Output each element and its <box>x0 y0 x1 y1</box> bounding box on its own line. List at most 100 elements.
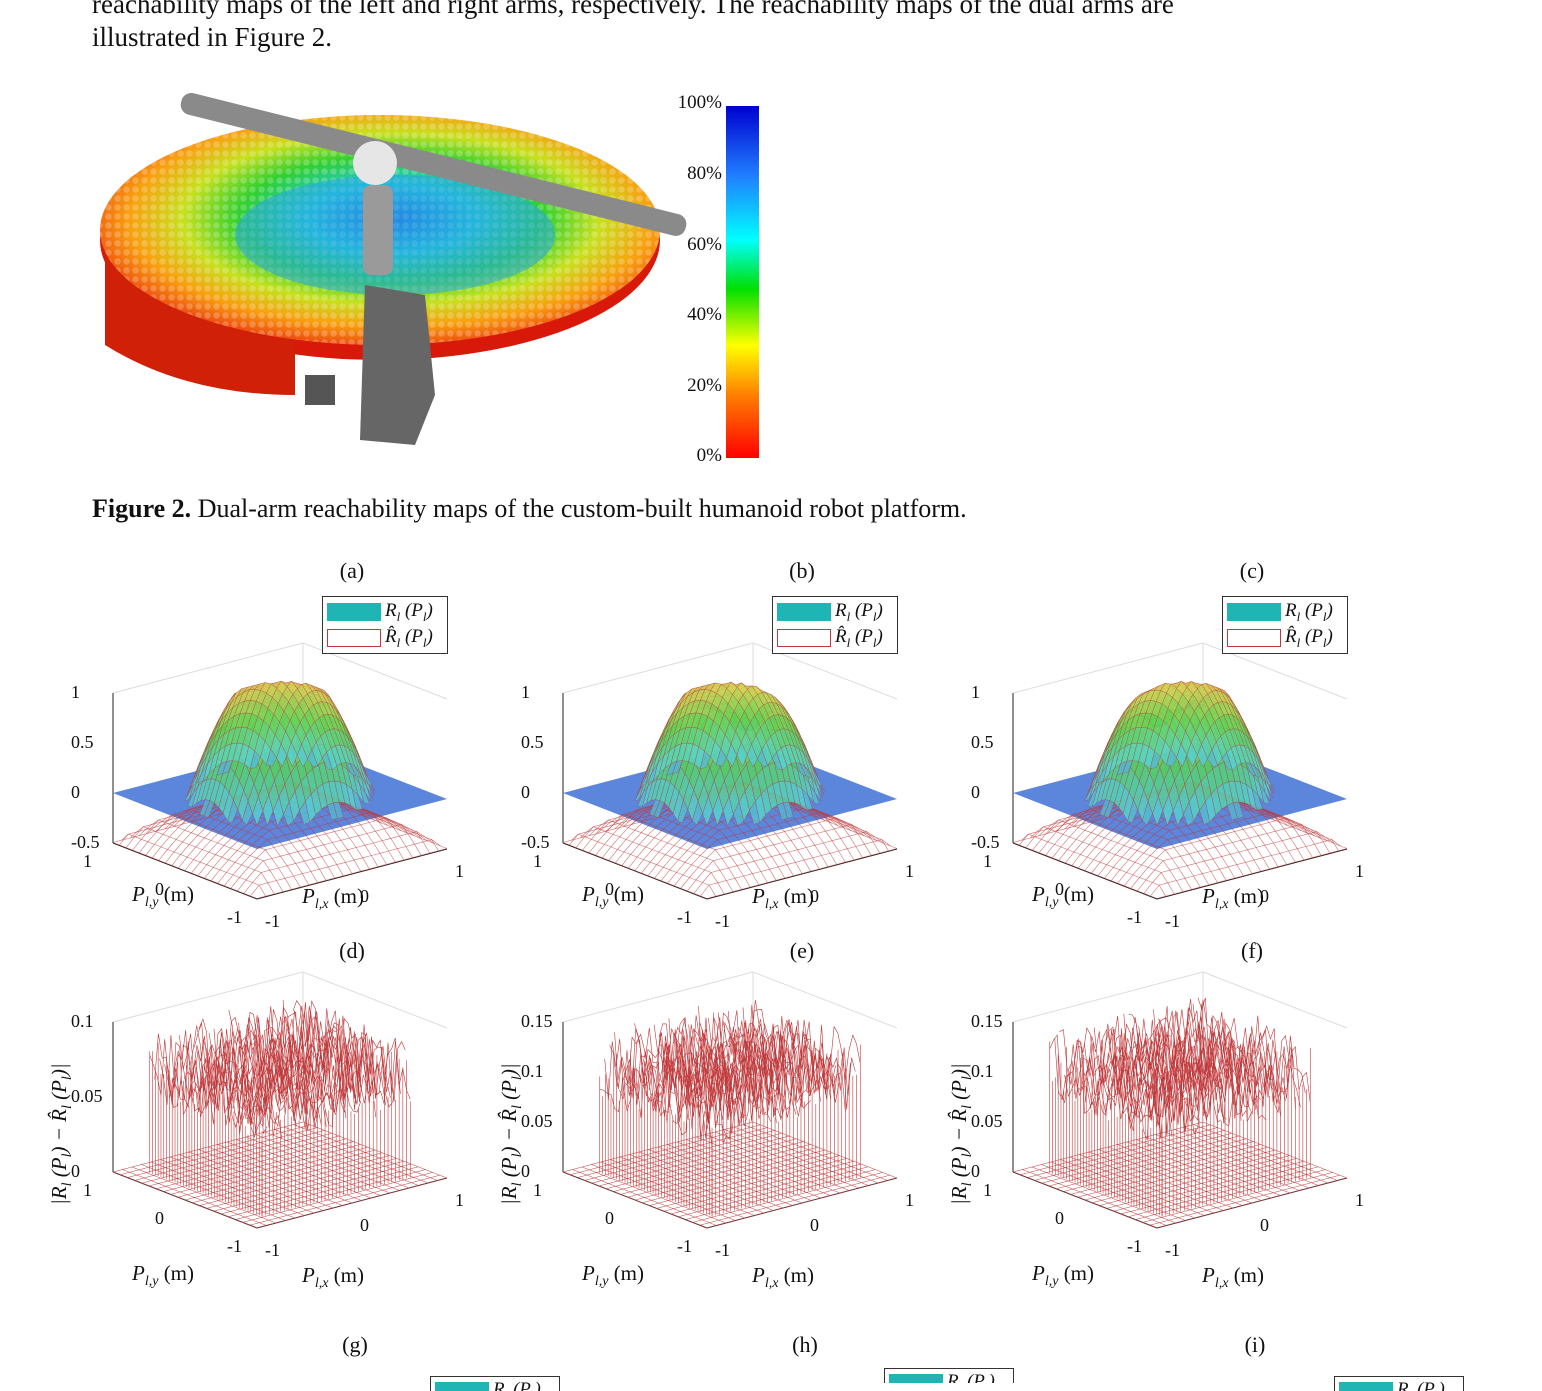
caption-label: Figure 2. <box>92 494 192 523</box>
z-tick-label: -0.5 <box>71 832 100 852</box>
y-tick-label: 1 <box>533 851 542 871</box>
panel-letter: (d) <box>339 938 365 963</box>
z-tick-label: 0 <box>521 782 530 802</box>
z-tick-label: 0.15 <box>521 1011 553 1031</box>
legend-swatch <box>777 603 831 621</box>
legend-entry-estimate: R̂l (Pl) <box>773 626 883 650</box>
panel-letter: (e) <box>789 938 815 963</box>
y-tick-label: 1 <box>83 1180 92 1200</box>
legend-label: R̂l (Pl) <box>835 625 883 650</box>
y-tick-label: -1 <box>677 1236 692 1256</box>
z-tick-label: 0.1 <box>71 1011 94 1031</box>
caption-text: Dual-arm reachability maps of the custom… <box>191 494 967 523</box>
z-tick-label: 0.05 <box>971 1111 1003 1131</box>
legend-entry-true: Rl (Pl) <box>431 1379 541 1391</box>
legend-swatch <box>777 629 831 647</box>
colorbar-tick-label: 20% <box>687 375 722 396</box>
legend-swatch <box>327 603 381 621</box>
x-tick-label: 1 <box>1355 1190 1364 1210</box>
y-tick-label: 1 <box>533 1180 542 1200</box>
x-tick-label: 1 <box>1355 861 1364 881</box>
x-tick-label: 0 <box>1260 1215 1269 1235</box>
legend-label: Rl (Pl) <box>835 599 883 624</box>
legend-swatch <box>327 629 381 647</box>
reachability-map-figure <box>100 92 687 445</box>
x-tick-label: 1 <box>455 861 464 881</box>
panel-letter: (b) <box>789 558 815 583</box>
x-tick-label: -1 <box>1165 911 1180 931</box>
legend-entry-estimate: R̂l (Pl) <box>1223 626 1333 650</box>
x-tick-label: -1 <box>1165 1240 1180 1260</box>
y-tick-label: -1 <box>1127 1236 1142 1256</box>
z-tick-label: 0.15 <box>971 1011 1003 1031</box>
x-tick-label: 0 <box>810 886 819 906</box>
y-axis-label: Pl,y (m) <box>1032 882 1095 911</box>
z-tick-label: 0 <box>971 1161 980 1181</box>
y-tick-label: 1 <box>83 851 92 871</box>
legend-entry-estimate: R̂l (Pl) <box>323 626 433 650</box>
z-tick-label: 0.5 <box>521 732 544 752</box>
colorbar-tick-label: 40% <box>687 304 722 325</box>
y-axis-label: Pl,y (m) <box>132 882 195 911</box>
z-tick-label: 0 <box>971 782 980 802</box>
x-tick-label: 0 <box>360 886 369 906</box>
legend-entry-true: Rl (Pl) <box>885 1371 995 1383</box>
z-tick-label: -0.5 <box>521 832 550 852</box>
y-tick-label: -1 <box>677 907 692 927</box>
y-tick-label: 0 <box>605 879 614 899</box>
z-tick-label: 0.5 <box>971 732 994 752</box>
colorbar <box>726 106 759 458</box>
z-tick-label: 0 <box>71 1161 80 1181</box>
legend-entry-true: Rl (Pl) <box>323 600 433 624</box>
z-axis-label: |Rl (Pl) − R̂l (Pl)| <box>947 1063 976 1205</box>
figure-caption: Figure 2. Dual-arm reachability maps of … <box>92 491 967 527</box>
y-tick-label: -1 <box>1127 907 1142 927</box>
legend-swatch <box>1339 1382 1393 1391</box>
z-tick-label: 0.05 <box>521 1111 553 1131</box>
x-tick-label: 0 <box>810 1215 819 1235</box>
panel-letter: (c) <box>1239 558 1265 583</box>
legend-swatch <box>1227 603 1281 621</box>
z-tick-label: 0 <box>71 782 80 802</box>
legend-label: R̂l (Pl) <box>1285 625 1333 650</box>
error-plot <box>112 971 448 1229</box>
panel-letter: (g) <box>342 1332 368 1357</box>
x-axis-label: Pl,x (m) <box>1202 884 1265 913</box>
x-tick-label: -1 <box>265 1240 280 1260</box>
error-plot <box>562 971 898 1229</box>
y-tick-label: 1 <box>983 851 992 871</box>
legend-entry-true: Rl (Pl) <box>1223 600 1333 624</box>
panel-letter: (h) <box>792 1332 818 1357</box>
legend-entry-true: Rl (Pl) <box>773 600 883 624</box>
y-tick-label: 0 <box>1055 1208 1064 1228</box>
x-tick-label: 1 <box>905 1190 914 1210</box>
legend-label: Rl (Pl) <box>947 1370 995 1383</box>
x-axis-label: Pl,x (m) <box>302 1263 365 1292</box>
z-axis-label: |Rl (Pl) − R̂l (Pl)| <box>47 1063 76 1205</box>
z-tick-label: 1 <box>71 682 80 702</box>
x-tick-label: 1 <box>905 861 914 881</box>
plot-legend: Rl (Pl) R̂l (Pl) <box>772 596 898 654</box>
y-axis-label: Pl,y (m) <box>582 882 645 911</box>
y-tick-label: -1 <box>227 907 242 927</box>
plot-legend: Rl (Pl) R̂l (Pl) <box>1222 596 1348 654</box>
y-tick-label: 0 <box>155 879 164 899</box>
z-tick-label: 0 <box>521 1161 530 1181</box>
y-axis-label: Pl,y (m) <box>582 1261 645 1290</box>
colorbar-tick-label: 100% <box>677 92 722 113</box>
colorbar-tick-label: 80% <box>687 163 722 184</box>
legend-swatch <box>1227 629 1281 647</box>
plot-legend: Rl (Pl) <box>430 1376 560 1391</box>
surface-plot <box>112 642 448 900</box>
colorbar-tick-label: 0% <box>696 445 722 466</box>
y-tick-label: 1 <box>983 1180 992 1200</box>
colorbar-tick-label: 60% <box>687 234 722 255</box>
z-tick-label: 1 <box>971 682 980 702</box>
paragraph-line-1: reachability maps of the left and right … <box>92 0 1174 19</box>
y-tick-label: 0 <box>605 1208 614 1228</box>
z-tick-label: 0.05 <box>71 1086 103 1106</box>
legend-swatch <box>435 1382 489 1391</box>
y-tick-label: -1 <box>227 1236 242 1256</box>
x-axis-label: Pl,x (m) <box>752 1263 815 1292</box>
legend-entry-true: Rl (Pl) <box>1335 1379 1445 1391</box>
